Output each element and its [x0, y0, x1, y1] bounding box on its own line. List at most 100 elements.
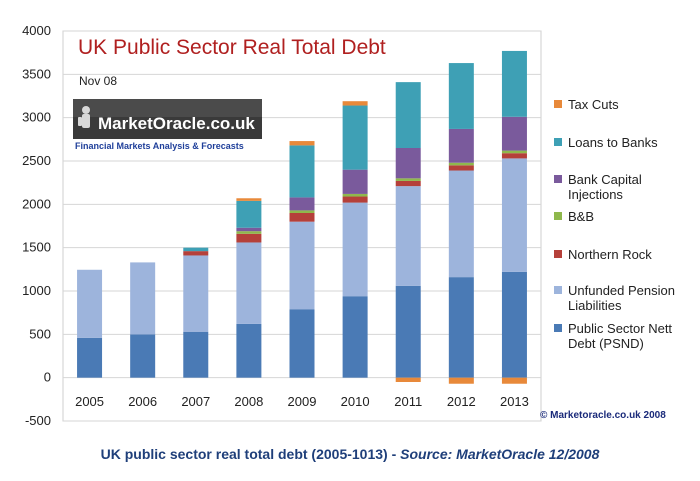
bar-segment — [395, 285, 421, 378]
x-tick-label: 2010 — [341, 394, 370, 409]
bar-segment — [501, 150, 527, 154]
bar-segment — [236, 227, 262, 232]
bar-segment — [130, 334, 156, 378]
bar-segment — [183, 255, 209, 332]
bar-segment — [236, 231, 262, 234]
bar-segment — [448, 63, 474, 129]
legend-swatch — [554, 286, 562, 294]
legend-swatch — [554, 175, 562, 183]
x-tick-label: 2012 — [447, 394, 476, 409]
legend-label: Liabilities — [568, 298, 622, 313]
bar-segment — [77, 337, 103, 378]
legend-label: Debt (PSND) — [568, 336, 644, 351]
chart-title: UK Public Sector Real Total Debt — [78, 36, 386, 59]
y-tick-label: 4000 — [22, 23, 51, 38]
bars — [77, 50, 527, 384]
x-tick-labels: 2005 2006 2007 2008 2009 2010 2011 2012 2013 — [75, 394, 529, 409]
legend: Tax Cuts Loans to Banks Bank CapitalInject… — [554, 97, 675, 351]
y-tick-label: 500 — [29, 326, 51, 341]
bar-segment — [342, 196, 368, 203]
legend-label: B&B — [568, 209, 594, 224]
legend-label: Tax Cuts — [568, 97, 619, 112]
bar-segment — [448, 170, 474, 278]
bar-segment — [448, 377, 474, 384]
bar-segment — [395, 178, 421, 181]
bar-segment — [448, 162, 474, 166]
y-tick-label: 1000 — [22, 283, 51, 298]
legend-label: Unfunded Pension — [568, 283, 675, 298]
x-tick-label: 2008 — [234, 394, 263, 409]
x-tick-label: 2009 — [288, 394, 317, 409]
logo: MarketOracle.co.uk Financial Markets Ana… — [73, 99, 262, 151]
figure-caption: UK public sector real total debt (2005-1… — [0, 446, 700, 462]
bar-segment — [289, 145, 315, 198]
logo-tagline: Financial Markets Analysis & Forecasts — [75, 141, 244, 151]
bar-segment — [236, 198, 262, 201]
bar-segment — [342, 101, 368, 106]
bar-segment — [289, 213, 315, 222]
bar-segment — [236, 200, 262, 228]
legend-label: Public Sector Nett — [568, 321, 672, 336]
bar-segment — [236, 323, 262, 378]
bar-segment — [289, 309, 315, 378]
bar-segment — [183, 247, 209, 252]
legend-swatch — [554, 138, 562, 146]
y-tick-label: 2000 — [22, 196, 51, 211]
bar-segment — [77, 269, 103, 338]
x-tick-label: 2006 — [128, 394, 157, 409]
legend-label: Bank Capital — [568, 172, 642, 187]
bar-segment — [289, 141, 315, 146]
caption-source: Source: MarketOracle 12/2008 — [400, 446, 600, 462]
bar-segment — [183, 251, 209, 256]
legend-swatch — [554, 100, 562, 108]
bar-segment — [501, 50, 527, 117]
y-tick-labels: -500 0 500 1000 1500 2000 2500 3000 3500 4000 — [22, 23, 51, 428]
logo-figure-icon — [78, 106, 90, 128]
y-tick-label: 3000 — [22, 110, 51, 125]
bar-segment — [130, 262, 156, 335]
y-tick-label: -500 — [25, 413, 51, 428]
bar-segment — [289, 197, 315, 211]
legend-label: Injections — [568, 187, 623, 202]
bar-segment — [236, 233, 262, 243]
bar-segment — [448, 128, 474, 163]
bar-segment — [448, 277, 474, 378]
bar-segment — [342, 169, 368, 194]
bar-segment — [501, 158, 527, 272]
bar-segment — [342, 105, 368, 170]
legend-label: Loans to Banks — [568, 135, 658, 150]
bar-segment — [395, 377, 421, 382]
bar-segment — [395, 148, 421, 179]
y-tick-label: 2500 — [22, 153, 51, 168]
legend-swatch — [554, 250, 562, 258]
bar-segment — [395, 180, 421, 187]
caption-main: UK public sector real total debt (2005-1… — [100, 446, 401, 462]
bar-segment — [183, 331, 209, 378]
bar-segment — [501, 116, 527, 151]
y-tick-label: 1500 — [22, 240, 51, 255]
bar-segment — [395, 186, 421, 286]
bar-segment — [501, 271, 527, 378]
legend-label: Northern Rock — [568, 247, 652, 262]
bar-segment — [342, 202, 368, 297]
bar-segment — [342, 193, 368, 197]
bar-segment — [448, 165, 474, 171]
bar-segment — [236, 242, 262, 324]
legend-swatch — [554, 212, 562, 220]
x-tick-label: 2007 — [181, 394, 210, 409]
x-tick-label: 2013 — [500, 394, 529, 409]
bar-segment — [289, 210, 315, 213]
bar-segment — [289, 221, 315, 310]
bar-segment — [395, 82, 421, 148]
bar-segment — [501, 153, 527, 159]
copyright: © Marketoracle.co.uk 2008 — [540, 410, 666, 421]
chart-subtitle: Nov 08 — [79, 74, 117, 88]
legend-swatch — [554, 324, 562, 332]
x-tick-label: 2005 — [75, 394, 104, 409]
bar-segment — [501, 377, 527, 384]
logo-highlight — [73, 99, 262, 117]
logo-name: MarketOracle.co.uk — [98, 114, 255, 133]
y-tick-label: 0 — [44, 370, 51, 385]
y-tick-label: 3500 — [22, 66, 51, 81]
bar-segment — [342, 296, 368, 378]
